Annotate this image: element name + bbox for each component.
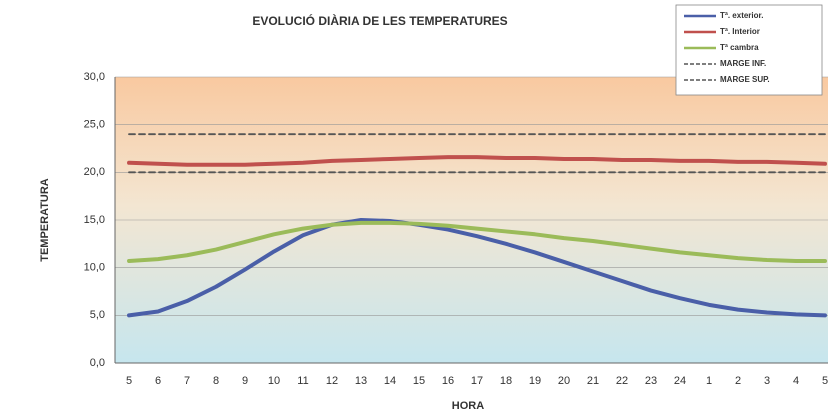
- x-tick-label: 4: [793, 375, 799, 387]
- y-tick-label: 15,0: [84, 214, 105, 226]
- x-tick-label: 8: [213, 375, 219, 387]
- x-tick-label: 1: [706, 375, 712, 387]
- legend-label: Tª cambra: [720, 43, 759, 52]
- x-tick-label: 22: [616, 375, 628, 387]
- legend-label: MARGE SUP.: [720, 75, 770, 84]
- x-axis-label: HORA: [452, 400, 484, 412]
- x-tick-label: 20: [558, 375, 570, 387]
- x-tick-label: 24: [674, 375, 686, 387]
- y-tick-label: 10,0: [84, 262, 105, 274]
- x-tick-label: 23: [645, 375, 657, 387]
- x-tick-label: 7: [184, 375, 190, 387]
- legend-label: Tª. Interior: [720, 27, 760, 36]
- x-tick-label: 13: [355, 375, 367, 387]
- x-tick-label: 12: [326, 375, 338, 387]
- x-tick-label: 16: [442, 375, 454, 387]
- legend-label: MARGE INF.: [720, 59, 766, 68]
- series-line: [127, 220, 827, 263]
- x-tick-label: 10: [268, 375, 280, 387]
- legend-label: Tª. exterior.: [720, 11, 763, 20]
- x-tick-label: 6: [155, 375, 161, 387]
- series-line: [127, 218, 827, 318]
- legend-box: [675, 4, 823, 96]
- x-tick-label: 17: [471, 375, 483, 387]
- x-tick-label: 2: [735, 375, 741, 387]
- x-tick-label: 18: [500, 375, 512, 387]
- y-tick-label: 30,0: [84, 71, 105, 83]
- y-tick-label: 0,0: [90, 357, 105, 369]
- x-tick-label: 15: [413, 375, 425, 387]
- series-line: [127, 155, 827, 167]
- x-tick-label: 3: [764, 375, 770, 387]
- x-tick-label: 21: [587, 375, 599, 387]
- x-tick-label: 5: [126, 375, 132, 387]
- y-axis-label: TEMPERATURA: [39, 178, 51, 262]
- x-tick-label: 11: [297, 375, 308, 387]
- chart-title: EVOLUCIÓ DIÀRIA DE LES TEMPERATURES: [252, 13, 507, 28]
- y-tick-label: 5,0: [90, 309, 105, 321]
- x-tick-label: 19: [529, 375, 541, 387]
- y-tick-label: 25,0: [84, 119, 105, 131]
- x-tick-label: 14: [384, 375, 396, 387]
- x-tick-label: 5: [822, 375, 828, 387]
- y-tick-label: 20,0: [84, 166, 105, 178]
- x-tick-label: 9: [242, 375, 248, 387]
